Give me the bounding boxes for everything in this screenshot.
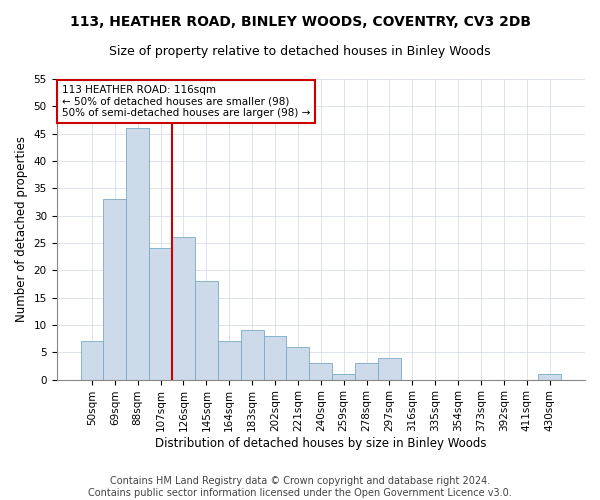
Bar: [263, 336, 286, 380]
Bar: [172, 238, 195, 380]
Bar: [127, 128, 149, 380]
Bar: [378, 358, 401, 380]
Bar: [241, 330, 263, 380]
Bar: [195, 281, 218, 380]
Bar: [538, 374, 561, 380]
X-axis label: Distribution of detached houses by size in Binley Woods: Distribution of detached houses by size …: [155, 437, 487, 450]
Bar: [310, 363, 332, 380]
Text: Contains HM Land Registry data © Crown copyright and database right 2024.
Contai: Contains HM Land Registry data © Crown c…: [88, 476, 512, 498]
Bar: [286, 347, 310, 380]
Bar: [218, 342, 241, 380]
Bar: [149, 248, 172, 380]
Y-axis label: Number of detached properties: Number of detached properties: [15, 136, 28, 322]
Bar: [332, 374, 355, 380]
Bar: [355, 363, 378, 380]
Text: 113 HEATHER ROAD: 116sqm
← 50% of detached houses are smaller (98)
50% of semi-d: 113 HEATHER ROAD: 116sqm ← 50% of detach…: [62, 85, 310, 118]
Bar: [103, 199, 127, 380]
Text: 113, HEATHER ROAD, BINLEY WOODS, COVENTRY, CV3 2DB: 113, HEATHER ROAD, BINLEY WOODS, COVENTR…: [70, 15, 530, 29]
Text: Size of property relative to detached houses in Binley Woods: Size of property relative to detached ho…: [109, 45, 491, 58]
Bar: [80, 342, 103, 380]
